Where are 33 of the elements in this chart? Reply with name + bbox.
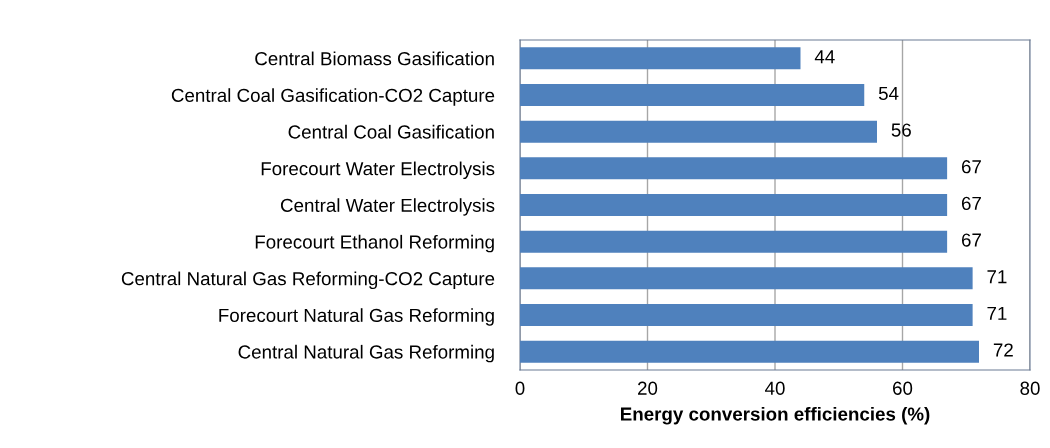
bar bbox=[520, 267, 973, 290]
y-tick-label: Central Natural Gas Reforming-CO2 Capture bbox=[121, 271, 495, 290]
bar bbox=[520, 120, 877, 143]
y-tick-label: Central Coal Gasification bbox=[288, 124, 494, 139]
x-tick-label: 60 bbox=[893, 381, 913, 395]
y-tick-label: Central Coal Gasification-CO2 Capture bbox=[171, 88, 495, 106]
bar bbox=[520, 230, 948, 253]
x-tick-label: 80 bbox=[1020, 381, 1040, 395]
data-label: 72 bbox=[993, 343, 1013, 357]
y-tick-label: Forecourt Water Electrolysis bbox=[261, 161, 495, 180]
bar bbox=[520, 84, 865, 106]
bar bbox=[520, 304, 973, 326]
bar bbox=[520, 194, 948, 216]
data-label: 67 bbox=[961, 196, 981, 211]
y-tick-label: Forecourt Ethanol Reforming bbox=[255, 234, 494, 253]
x-tick-label: 0 bbox=[515, 381, 525, 395]
bar bbox=[520, 47, 801, 70]
data-label: 44 bbox=[814, 50, 835, 64]
data-label: 56 bbox=[891, 123, 911, 137]
data-label: 67 bbox=[961, 160, 981, 174]
y-tick-label: Central Natural Gas Reforming bbox=[238, 344, 494, 363]
y-tick-label: Forecourt Natural Gas Reforming bbox=[219, 308, 494, 326]
bar bbox=[520, 157, 948, 180]
y-tick-label: Central Biomass Gasification bbox=[255, 51, 494, 66]
x-tick-label: 20 bbox=[638, 381, 658, 395]
x-axis-title: Energy conversion efficiencies (%) bbox=[621, 406, 930, 425]
x-tick-label: 40 bbox=[765, 381, 785, 395]
data-label: 71 bbox=[987, 306, 1007, 320]
bar bbox=[520, 340, 979, 363]
data-label: 54 bbox=[878, 86, 899, 101]
y-tick-label: Central Water Electrolysis bbox=[280, 198, 495, 216]
data-label: 71 bbox=[987, 270, 1007, 284]
data-label: 67 bbox=[961, 233, 981, 247]
